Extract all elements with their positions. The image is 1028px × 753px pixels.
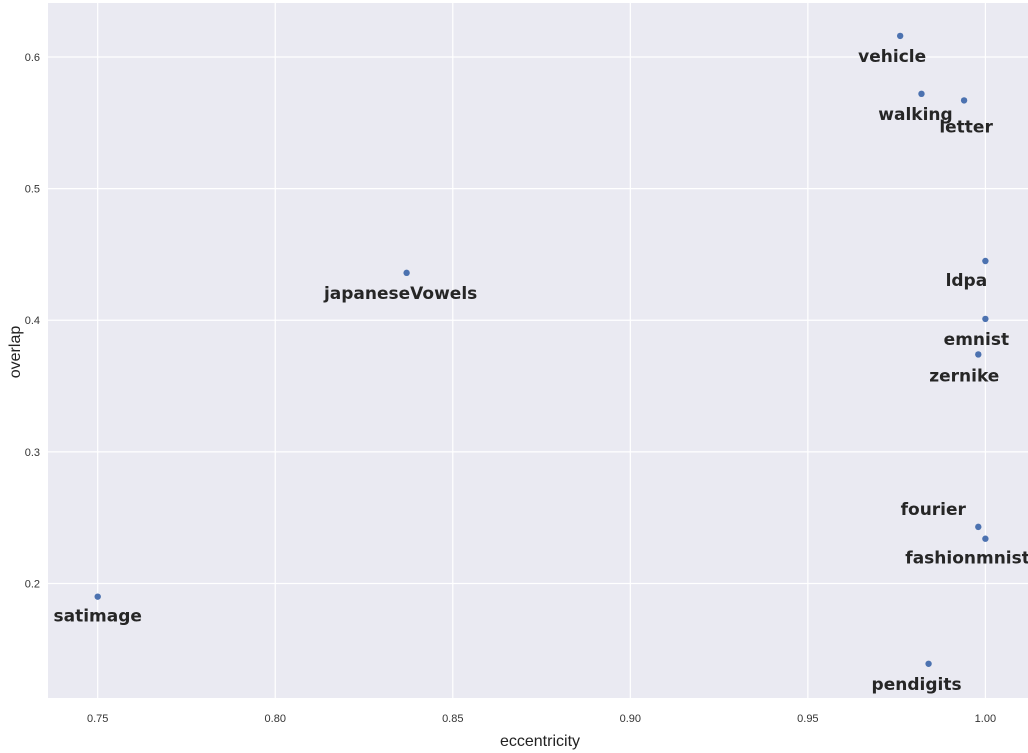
data-point <box>925 660 932 667</box>
data-point <box>975 523 982 531</box>
y-tick-label: 0.2 <box>25 578 40 590</box>
x-tick-label: 0.95 <box>797 713 818 725</box>
point-label: letter <box>939 117 993 137</box>
data-point <box>896 32 904 40</box>
y-tick-label: 0.4 <box>25 315 40 327</box>
data-points <box>94 32 989 667</box>
y-axis-title: overlap <box>7 326 24 379</box>
data-point <box>960 97 968 104</box>
y-tick-labels: 0.2 0.3 0.4 0.5 0.6 <box>25 52 40 591</box>
point-label: fourier <box>901 500 967 520</box>
y-tick-label: 0.5 <box>25 184 40 196</box>
x-tick-label: 0.85 <box>442 713 463 725</box>
x-tick-label: 0.75 <box>87 713 108 725</box>
data-point <box>982 535 989 542</box>
x-tick-label: 0.90 <box>620 713 641 725</box>
y-tick-label: 0.3 <box>25 447 40 459</box>
x-tick-labels: 0.75 0.80 0.85 0.90 0.95 1.00 <box>87 713 996 725</box>
point-label: fashionmnist <box>905 549 1028 569</box>
y-tick-label: 0.6 <box>25 52 40 64</box>
data-point <box>982 257 989 265</box>
point-label: ldpa <box>946 271 988 291</box>
plot-background <box>48 3 1028 698</box>
point-label: zernike <box>929 366 999 386</box>
gridlines <box>48 3 1028 698</box>
point-label: vehicle <box>858 47 926 67</box>
point-label: satimage <box>53 607 141 627</box>
data-point <box>94 593 101 600</box>
data-point <box>403 269 410 277</box>
point-label: japaneseVowels <box>323 284 477 304</box>
point-label: walking <box>878 105 952 125</box>
data-point <box>975 351 982 358</box>
data-point <box>982 315 989 323</box>
point-label: emnist <box>944 330 1009 350</box>
x-tick-label: 1.00 <box>975 713 996 725</box>
data-point <box>918 90 925 98</box>
x-axis-title: eccentricity <box>500 733 580 750</box>
x-tick-label: 0.80 <box>265 713 286 725</box>
point-label: pendigits <box>872 675 962 695</box>
